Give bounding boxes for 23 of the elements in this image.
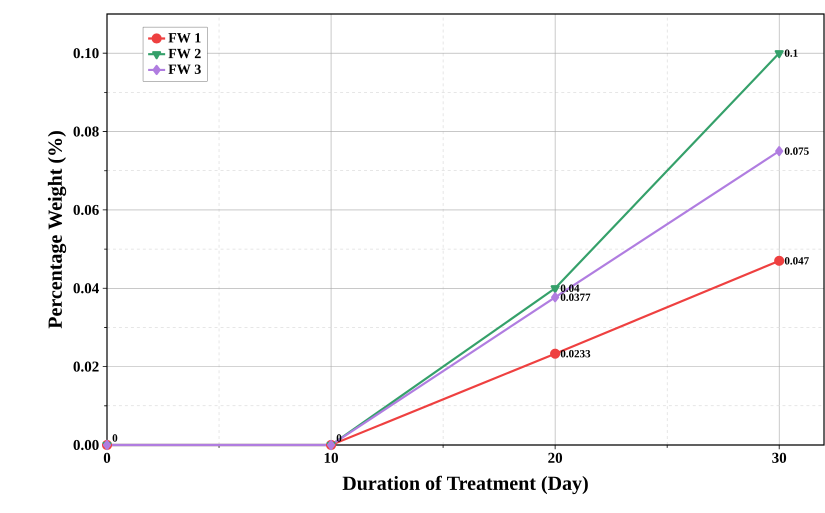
data-label: 0.1 — [784, 49, 798, 57]
data-label: 0.0233 — [560, 350, 590, 358]
y-axis-title: Percentage Weight (%) — [48, 131, 66, 328]
data-label: 0.0377 — [560, 294, 590, 302]
y-tick-label: 0.06 — [74, 204, 99, 216]
x-tick-label: 10 — [324, 452, 338, 463]
y-tick-label: 0.00 — [74, 440, 99, 450]
data-label: 0.04 — [560, 284, 580, 292]
legend-label: FW 1 — [168, 33, 201, 43]
data-label: 0 — [336, 434, 342, 442]
y-tick-label: 0.10 — [74, 48, 99, 58]
data-label: 0.047 — [784, 257, 809, 265]
x-tick-label: 0 — [104, 452, 110, 463]
y-tick-label: 0.02 — [74, 362, 99, 372]
x-tick-label: 20 — [548, 452, 562, 463]
y-tick-label: 0.04 — [74, 283, 99, 294]
data-label: 0 — [112, 434, 118, 442]
data-label: 0.075 — [784, 147, 809, 155]
x-tick-label: 30 — [772, 452, 786, 463]
x-axis-title: Duration of Treatment (Day) — [342, 476, 588, 494]
y-tick-label: 0.08 — [74, 126, 99, 137]
legend-label: FW 2 — [168, 48, 201, 58]
legend-label: FW 3 — [168, 64, 201, 74]
